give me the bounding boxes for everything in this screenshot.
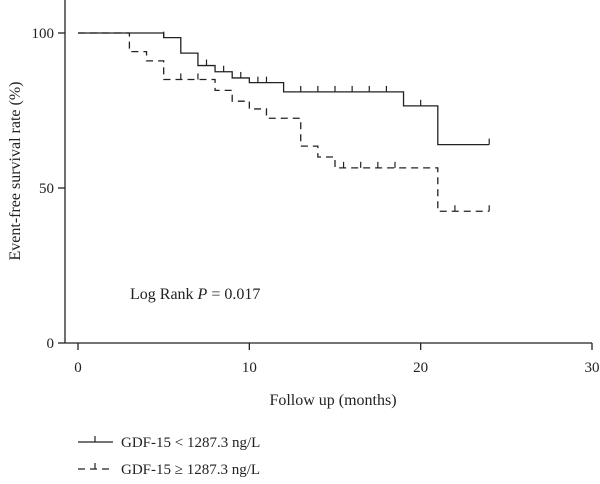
log-rank-prefix: Log Rank	[130, 286, 198, 303]
log-rank-suffix: = 0.017	[207, 286, 260, 303]
y-axis-title: Event-free survival rate (%)	[7, 81, 24, 260]
legend-label-high: GDF-15 ≥ 1287.3 ng/L	[121, 462, 260, 478]
x-tick-label: 30	[585, 360, 600, 376]
plot-area	[78, 31, 490, 212]
x-tick-label: 20	[413, 360, 428, 376]
legend: GDF-15 < 1287.3 ng/L GDF-15 ≥ 1287.3 ng/…	[78, 435, 260, 478]
x-axis-title: Follow up (months)	[269, 392, 396, 409]
y-axis-ticks: 0 50 100	[32, 26, 65, 352]
legend-item-low: GDF-15 < 1287.3 ng/L	[78, 435, 260, 451]
x-axis-ticks: 0 10 20 30	[74, 343, 600, 376]
series-line-0	[78, 32, 490, 146]
series-line-1	[78, 32, 490, 212]
x-tick-label: 0	[74, 360, 82, 376]
log-rank-annotation: Log Rank P = 0.017	[130, 286, 260, 303]
y-tick-label: 100	[32, 26, 55, 42]
legend-item-high: GDF-15 ≥ 1287.3 ng/L	[78, 462, 260, 478]
x-tick-label: 10	[242, 360, 257, 376]
log-rank-p: P	[197, 286, 208, 303]
series-1	[78, 32, 490, 212]
series-0	[78, 31, 490, 146]
legend-label-low: GDF-15 < 1287.3 ng/L	[121, 435, 260, 451]
y-tick-label: 50	[39, 181, 54, 197]
y-tick-label: 0	[47, 336, 55, 352]
